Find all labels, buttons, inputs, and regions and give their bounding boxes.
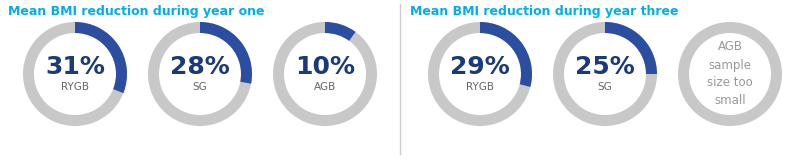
Wedge shape bbox=[200, 22, 252, 84]
Wedge shape bbox=[553, 22, 657, 126]
Text: 25%: 25% bbox=[575, 55, 635, 79]
Wedge shape bbox=[605, 22, 657, 74]
Text: RYGB: RYGB bbox=[466, 82, 494, 92]
Text: SG: SG bbox=[598, 82, 612, 92]
Wedge shape bbox=[325, 22, 355, 41]
Text: Mean BMI reduction during year three: Mean BMI reduction during year three bbox=[410, 5, 678, 18]
Text: RYGB: RYGB bbox=[61, 82, 89, 92]
Wedge shape bbox=[75, 22, 127, 93]
Text: 10%: 10% bbox=[295, 55, 355, 79]
Text: SG: SG bbox=[193, 82, 207, 92]
Text: 29%: 29% bbox=[450, 55, 510, 79]
Text: AGB
sample
size too
small: AGB sample size too small bbox=[707, 40, 753, 108]
Text: 31%: 31% bbox=[45, 55, 105, 79]
Text: 28%: 28% bbox=[170, 55, 230, 79]
Wedge shape bbox=[273, 22, 377, 126]
Text: Mean BMI reduction during year one: Mean BMI reduction during year one bbox=[8, 5, 265, 18]
Wedge shape bbox=[23, 22, 127, 126]
Wedge shape bbox=[428, 22, 532, 126]
Wedge shape bbox=[148, 22, 252, 126]
Wedge shape bbox=[678, 22, 782, 126]
Wedge shape bbox=[480, 22, 532, 87]
Text: AGB: AGB bbox=[314, 82, 336, 92]
